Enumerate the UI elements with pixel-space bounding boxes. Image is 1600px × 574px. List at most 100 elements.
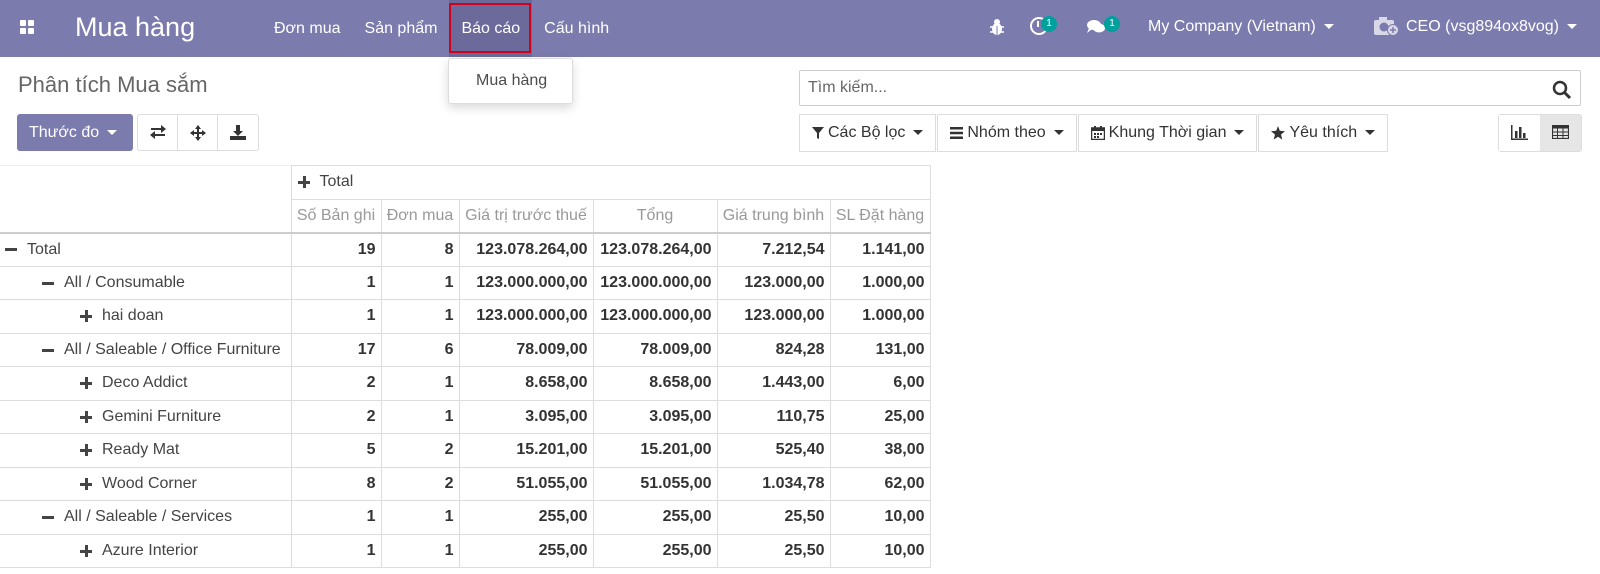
download-button[interactable] bbox=[218, 115, 258, 150]
row-header[interactable]: All / Saleable / Office Furniture bbox=[0, 332, 292, 367]
pivot-cell[interactable]: 123.078.264,00 bbox=[458, 231, 594, 267]
pivot-cell[interactable]: 1 bbox=[380, 265, 460, 300]
pivot-view-button[interactable] bbox=[1540, 115, 1581, 151]
measure-header[interactable]: Đơn mua bbox=[380, 198, 460, 233]
pivot-cell[interactable]: 123.000,00 bbox=[716, 299, 831, 334]
measure-header[interactable]: Số Bản ghi bbox=[290, 198, 382, 233]
pivot-cell[interactable]: 2 bbox=[380, 433, 460, 468]
pivot-cell[interactable]: 131,00 bbox=[829, 332, 931, 367]
pivot-cell[interactable]: 8.658,00 bbox=[458, 366, 594, 401]
row-header[interactable]: hai doan bbox=[0, 299, 292, 334]
pivot-cell[interactable]: 255,00 bbox=[458, 500, 594, 535]
pivot-cell[interactable]: 1 bbox=[380, 399, 460, 434]
dropdown-item-purchase[interactable]: Mua hàng bbox=[476, 72, 548, 89]
pivot-cell[interactable]: 123.000.000,00 bbox=[592, 265, 718, 300]
pivot-cell[interactable]: 123.000.000,00 bbox=[592, 299, 718, 334]
pivot-cell[interactable]: 78.009,00 bbox=[458, 332, 594, 367]
menu-purchase-orders[interactable]: Đơn mua bbox=[274, 20, 341, 37]
row-header[interactable]: Deco Addict bbox=[0, 366, 292, 401]
row-header[interactable]: All / Saleable / Services bbox=[0, 500, 292, 535]
user-menu[interactable]: CEO (vsg894ox8vog) bbox=[1406, 18, 1577, 36]
pivot-cell[interactable]: 8 bbox=[290, 466, 382, 501]
pivot-cell[interactable]: 17 bbox=[290, 332, 382, 367]
pivot-cell[interactable]: 6 bbox=[380, 332, 460, 367]
timeframe-button[interactable]: Khung Thời gian bbox=[1077, 114, 1258, 152]
pivot-cell[interactable]: 62,00 bbox=[829, 466, 931, 501]
pivot-cell[interactable]: 8 bbox=[380, 231, 460, 267]
chat-icon[interactable] bbox=[1086, 19, 1106, 34]
pivot-cell[interactable]: 255,00 bbox=[458, 533, 594, 568]
pivot-cell[interactable]: 25,00 bbox=[829, 399, 931, 434]
measure-header[interactable]: Tổng bbox=[592, 198, 718, 233]
pivot-cell[interactable]: 1 bbox=[290, 500, 382, 535]
pivot-cell[interactable]: 3.095,00 bbox=[458, 399, 594, 434]
apps-menu-icon[interactable] bbox=[20, 20, 34, 34]
pivot-cell[interactable]: 25,50 bbox=[716, 500, 831, 535]
pivot-cell[interactable]: 2 bbox=[290, 399, 382, 434]
row-header[interactable]: All / Consumable bbox=[0, 265, 292, 300]
measure-header[interactable]: SL Đặt hàng bbox=[829, 198, 931, 233]
pivot-cell[interactable]: 19 bbox=[290, 231, 382, 267]
col-header-total[interactable]: Total bbox=[290, 165, 931, 200]
measure-header[interactable]: Giá trị trước thuế bbox=[458, 198, 594, 233]
pivot-cell[interactable]: 25,50 bbox=[716, 533, 831, 568]
pivot-cell[interactable]: 15.201,00 bbox=[592, 433, 718, 468]
pivot-cell[interactable]: 123.078.264,00 bbox=[592, 231, 718, 267]
expand-all-button[interactable] bbox=[178, 115, 218, 150]
pivot-cell[interactable]: 525,40 bbox=[716, 433, 831, 468]
row-header[interactable]: Wood Corner bbox=[0, 466, 292, 501]
pivot-cell[interactable]: 1 bbox=[380, 500, 460, 535]
pivot-cell[interactable]: 38,00 bbox=[829, 433, 931, 468]
app-brand[interactable]: Mua hàng bbox=[75, 12, 196, 42]
user-avatar-icon[interactable] bbox=[1373, 15, 1399, 37]
pivot-cell[interactable]: 1 bbox=[380, 299, 460, 334]
pivot-cell[interactable]: 10,00 bbox=[829, 533, 931, 568]
menu-configuration[interactable]: Cấu hình bbox=[544, 20, 610, 37]
pivot-cell[interactable]: 824,28 bbox=[716, 332, 831, 367]
pivot-cell[interactable]: 123.000.000,00 bbox=[458, 299, 594, 334]
pivot-cell[interactable]: 78.009,00 bbox=[592, 332, 718, 367]
pivot-cell[interactable]: 7.212,54 bbox=[716, 231, 831, 267]
pivot-cell[interactable]: 255,00 bbox=[592, 500, 718, 535]
pivot-cell[interactable]: 123.000,00 bbox=[716, 265, 831, 300]
pivot-cell[interactable]: 6,00 bbox=[829, 366, 931, 401]
pivot-cell[interactable]: 110,75 bbox=[716, 399, 831, 434]
search-input[interactable] bbox=[808, 76, 1528, 100]
favorites-button[interactable]: Yêu thích bbox=[1258, 114, 1389, 152]
graph-view-button[interactable] bbox=[1499, 115, 1540, 151]
pivot-cell[interactable]: 1 bbox=[290, 265, 382, 300]
pivot-cell[interactable]: 15.201,00 bbox=[458, 433, 594, 468]
menu-products[interactable]: Sản phẩm bbox=[364, 20, 438, 37]
row-header[interactable]: Gemini Furniture bbox=[0, 399, 292, 434]
pivot-cell[interactable]: 255,00 bbox=[592, 533, 718, 568]
company-switcher[interactable]: My Company (Vietnam) bbox=[1148, 18, 1334, 36]
bug-icon[interactable] bbox=[989, 18, 1005, 36]
pivot-cell[interactable]: 1 bbox=[380, 366, 460, 401]
flip-axis-button[interactable] bbox=[138, 115, 178, 150]
pivot-cell[interactable]: 5 bbox=[290, 433, 382, 468]
pivot-cell[interactable]: 51.055,00 bbox=[592, 466, 718, 501]
pivot-cell[interactable]: 1.443,00 bbox=[716, 366, 831, 401]
pivot-cell[interactable]: 1 bbox=[380, 533, 460, 568]
pivot-cell[interactable]: 2 bbox=[380, 466, 460, 501]
row-header[interactable]: Total bbox=[0, 231, 292, 267]
pivot-cell[interactable]: 123.000.000,00 bbox=[458, 265, 594, 300]
measures-button[interactable]: Thước đo bbox=[17, 114, 133, 151]
pivot-cell[interactable]: 10,00 bbox=[829, 500, 931, 535]
pivot-cell[interactable]: 1 bbox=[290, 533, 382, 568]
groupby-button[interactable]: Nhóm theo bbox=[937, 114, 1077, 152]
pivot-cell[interactable]: 51.055,00 bbox=[458, 466, 594, 501]
filters-button[interactable]: Các Bộ lọc bbox=[799, 114, 937, 152]
pivot-cell[interactable]: 1.034,78 bbox=[716, 466, 831, 501]
pivot-cell[interactable]: 2 bbox=[290, 366, 382, 401]
pivot-cell[interactable]: 8.658,00 bbox=[592, 366, 718, 401]
pivot-cell[interactable]: 1.000,00 bbox=[829, 265, 931, 300]
row-header[interactable]: Azure Interior bbox=[0, 533, 292, 568]
pivot-cell[interactable]: 1.141,00 bbox=[829, 231, 931, 267]
measure-header[interactable]: Giá trung bình bbox=[716, 198, 831, 233]
menu-reporting[interactable]: Báo cáo bbox=[449, 0, 533, 57]
row-header[interactable]: Ready Mat bbox=[0, 433, 292, 468]
search-icon[interactable] bbox=[1552, 80, 1572, 100]
pivot-cell[interactable]: 1 bbox=[290, 299, 382, 334]
pivot-cell[interactable]: 3.095,00 bbox=[592, 399, 718, 434]
